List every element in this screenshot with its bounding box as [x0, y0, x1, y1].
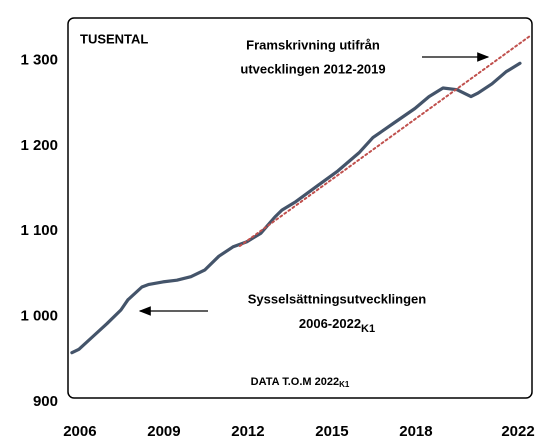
annotation-sub: K1 — [339, 380, 350, 389]
x-tick-label: 2015 — [315, 423, 348, 440]
annotation: 2006-2022K1 — [299, 316, 375, 334]
annotation-text: DATA T.O.M 2022 — [251, 376, 339, 388]
y-tick-label: 1 200 — [20, 137, 58, 154]
x-tick-label: 2012 — [231, 423, 264, 440]
y-tick-label: 900 — [33, 393, 58, 410]
x-tick-label: 2022 — [501, 423, 534, 440]
y-tick-label: 1 100 — [20, 222, 58, 239]
trend-line — [238, 34, 533, 247]
y-tick-label: 1 300 — [20, 51, 58, 68]
plot-frame — [67, 17, 533, 399]
annotation-sub: K1 — [361, 323, 375, 335]
x-tick-label: 2018 — [399, 423, 432, 440]
annotation-text: 2006-2022 — [299, 316, 361, 331]
x-tick-label: 2009 — [147, 423, 180, 440]
x-tick-label: 2006 — [63, 423, 96, 440]
annotation: Sysselsättningsutvecklingen — [248, 291, 427, 306]
unit-label: TUSENTAL — [80, 31, 148, 46]
annotation: DATA T.O.M 2022K1 — [251, 376, 350, 389]
data-line — [70, 61, 522, 355]
annotation: Framskrivning utifrån — [246, 37, 380, 52]
annotation: utvecklingen 2012-2019 — [240, 61, 385, 76]
y-tick-label: 1 000 — [20, 308, 58, 325]
